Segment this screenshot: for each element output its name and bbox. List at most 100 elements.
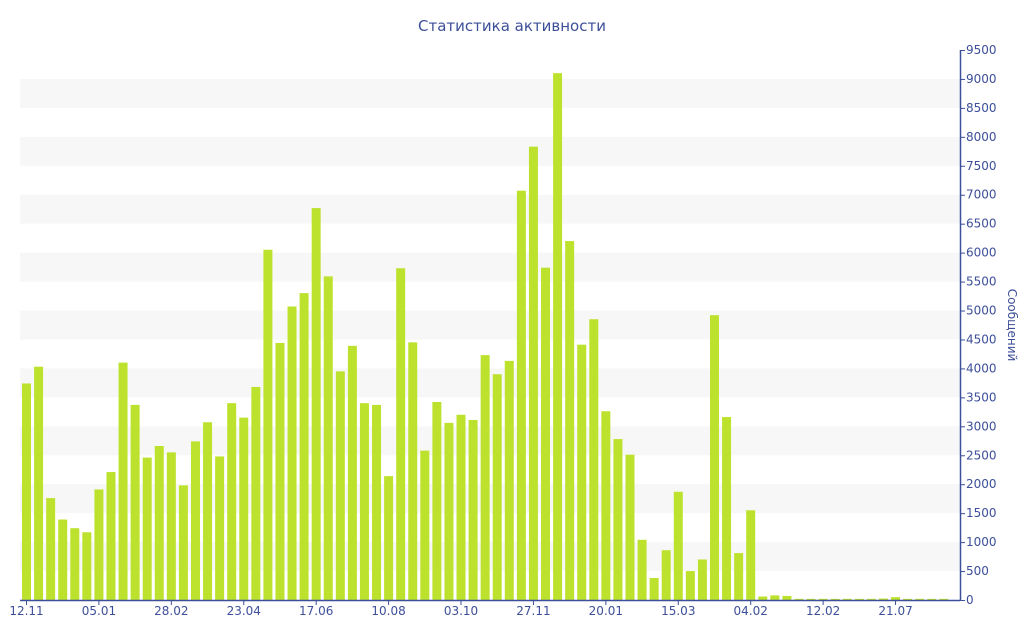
bar bbox=[541, 267, 551, 600]
y-tick-label: 0 bbox=[966, 593, 974, 607]
bar bbox=[323, 276, 333, 600]
bar bbox=[649, 578, 659, 600]
bar bbox=[830, 598, 840, 600]
bar bbox=[697, 559, 707, 600]
y-tick-label: 5500 bbox=[966, 275, 997, 289]
bar bbox=[516, 190, 526, 600]
bar bbox=[577, 344, 587, 600]
bar bbox=[94, 489, 104, 600]
bar bbox=[299, 293, 309, 600]
bar bbox=[915, 598, 925, 600]
bar bbox=[770, 595, 780, 600]
x-tick-label: 12.02 bbox=[806, 604, 840, 618]
grid-band bbox=[20, 542, 960, 572]
bar bbox=[347, 345, 357, 600]
bar bbox=[311, 208, 321, 601]
y-axis-label: Сообщений bbox=[1005, 289, 1019, 362]
bar bbox=[359, 403, 369, 600]
bar bbox=[866, 598, 876, 600]
bar bbox=[215, 456, 225, 600]
x-tick-label: 05.01 bbox=[82, 604, 116, 618]
bar bbox=[263, 249, 273, 600]
bar bbox=[673, 491, 683, 600]
grid-bands bbox=[20, 78, 960, 572]
x-tick-label: 12.11 bbox=[9, 604, 43, 618]
bar bbox=[444, 422, 454, 600]
bar bbox=[613, 439, 623, 600]
bar bbox=[734, 553, 744, 600]
bar bbox=[142, 457, 152, 600]
y-tick-label: 3000 bbox=[966, 419, 997, 433]
bar bbox=[842, 598, 852, 600]
bar bbox=[818, 598, 828, 600]
y-tick-label: 9500 bbox=[966, 43, 997, 57]
bar bbox=[420, 450, 430, 600]
bar bbox=[565, 241, 575, 601]
y-tick-label: 7000 bbox=[966, 188, 997, 202]
y-tick-label: 8500 bbox=[966, 101, 997, 115]
bar bbox=[878, 598, 888, 600]
y-tick-label: 3500 bbox=[966, 390, 997, 404]
bar bbox=[468, 419, 478, 600]
y-tick-label: 1500 bbox=[966, 506, 997, 520]
y-tick-label: 1000 bbox=[966, 535, 997, 549]
x-tick-label: 21.07 bbox=[878, 604, 912, 618]
bar bbox=[661, 550, 671, 600]
bar bbox=[432, 402, 442, 600]
x-tick-label: 03.10 bbox=[444, 604, 478, 618]
bar bbox=[82, 532, 92, 600]
bar bbox=[154, 446, 164, 600]
y-tick-label: 7500 bbox=[966, 159, 997, 173]
bar bbox=[70, 528, 80, 600]
bar bbox=[178, 485, 188, 600]
bar bbox=[480, 355, 490, 600]
bar bbox=[408, 342, 418, 600]
x-tick-label: 04.02 bbox=[734, 604, 768, 618]
y-tick-label: 4500 bbox=[966, 332, 997, 346]
bar bbox=[203, 422, 213, 600]
bar bbox=[46, 498, 56, 600]
y-tick-label: 6000 bbox=[966, 246, 997, 260]
bar bbox=[601, 411, 611, 600]
bar bbox=[782, 595, 792, 600]
bar bbox=[709, 315, 719, 600]
bar bbox=[34, 366, 44, 600]
x-tick-label: 23.04 bbox=[227, 604, 261, 618]
bar bbox=[891, 597, 901, 600]
x-tick-label: 27.11 bbox=[516, 604, 550, 618]
bar bbox=[106, 472, 116, 600]
bar bbox=[118, 362, 128, 600]
bar bbox=[504, 360, 514, 600]
bar bbox=[251, 386, 261, 600]
bars bbox=[22, 73, 949, 601]
bar bbox=[275, 342, 285, 600]
grid-band bbox=[20, 252, 960, 282]
bar bbox=[854, 598, 864, 600]
bar bbox=[528, 146, 538, 600]
bar bbox=[685, 571, 695, 600]
bar bbox=[794, 598, 804, 600]
bar bbox=[589, 319, 599, 600]
bar bbox=[166, 452, 176, 600]
y-tick-label: 8000 bbox=[966, 130, 997, 144]
bar bbox=[806, 598, 816, 600]
y-tick-label: 6500 bbox=[966, 217, 997, 231]
grid-band bbox=[20, 426, 960, 456]
x-axis-ticks: 12.11 05.01 28.02 23.04 17.06 10.08 03.10 27.11… bbox=[9, 600, 913, 618]
grid-band bbox=[20, 194, 960, 224]
bar bbox=[335, 371, 345, 600]
bar bbox=[130, 404, 140, 600]
y-tick-label: 2500 bbox=[966, 448, 997, 462]
chart-title: Статистика активности bbox=[418, 17, 606, 35]
bar bbox=[625, 454, 635, 600]
x-tick-label: 15.03 bbox=[661, 604, 695, 618]
y-tick-label: 5000 bbox=[966, 304, 997, 318]
grid-band bbox=[20, 368, 960, 398]
bar bbox=[22, 383, 31, 600]
bar bbox=[239, 417, 249, 600]
bar bbox=[746, 510, 756, 600]
y-tick-label: 2000 bbox=[966, 477, 997, 491]
bar bbox=[58, 519, 68, 600]
bar bbox=[396, 268, 406, 600]
